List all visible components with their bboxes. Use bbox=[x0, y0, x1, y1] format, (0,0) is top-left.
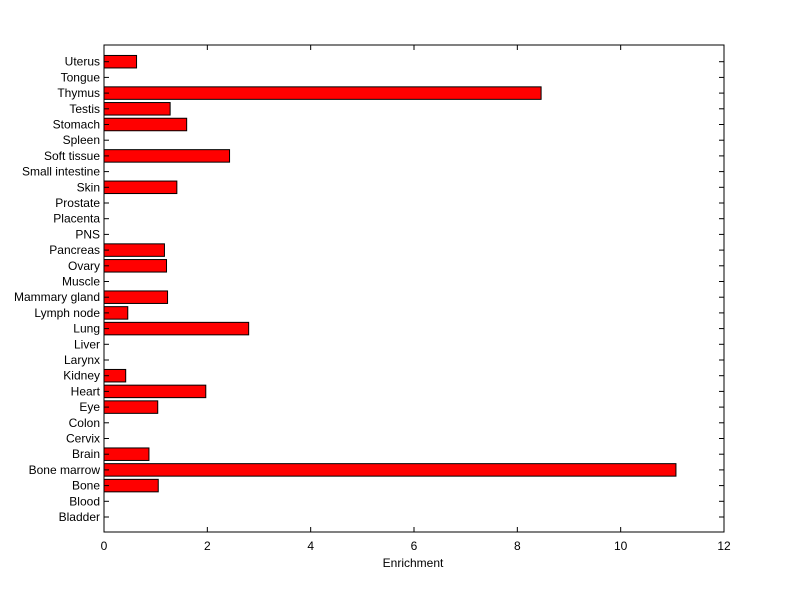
bar-mammary-gland bbox=[103, 290, 169, 304]
x-tick-label: 6 bbox=[411, 539, 418, 553]
y-tick-label: Tongue bbox=[61, 70, 101, 84]
y-tick-label: Spleen bbox=[63, 133, 100, 147]
y-tick-label: Lung bbox=[73, 322, 100, 336]
y-tick-label: Larynx bbox=[64, 353, 100, 367]
y-tick-label: Uterus bbox=[65, 55, 100, 69]
y-tick-label: Placenta bbox=[53, 212, 100, 226]
y-tick-label: Brain bbox=[72, 447, 100, 461]
y-tick-label: Soft tissue bbox=[44, 149, 100, 163]
x-tick-label: 8 bbox=[514, 539, 521, 553]
y-tick-label: Colon bbox=[69, 416, 100, 430]
x-tick-label: 2 bbox=[204, 539, 211, 553]
x-tick-label: 4 bbox=[307, 539, 314, 553]
bar-soft-tissue bbox=[103, 149, 231, 163]
x-tick-labels: 0 2 4 6 8 10 12 bbox=[101, 539, 731, 553]
bar-skin bbox=[103, 180, 178, 195]
ticks-layer bbox=[103, 45, 725, 532]
bar-brain bbox=[103, 447, 150, 461]
bar-ovary bbox=[103, 259, 168, 273]
bar-heart bbox=[103, 384, 207, 399]
y-tick-label: Small intestine bbox=[22, 165, 100, 179]
y-tick-label: Blood bbox=[69, 494, 100, 508]
y-tick-label: Stomach bbox=[53, 118, 100, 132]
bar-pancreas bbox=[103, 243, 165, 257]
x-tick-label: 0 bbox=[101, 539, 108, 553]
bar-thymus bbox=[103, 86, 542, 100]
bar-bone bbox=[103, 478, 159, 493]
y-tick-label: Prostate bbox=[55, 196, 100, 210]
x-axis-title: Enrichment bbox=[383, 556, 444, 570]
plot-area bbox=[103, 44, 725, 533]
bar-stomach bbox=[103, 117, 188, 132]
y-tick-label: Heart bbox=[71, 384, 101, 398]
y-tick-label: Skin bbox=[77, 180, 100, 194]
bar-testis bbox=[103, 102, 171, 116]
y-tick-label: Bone marrow bbox=[29, 463, 101, 477]
bar-lung bbox=[103, 321, 250, 336]
y-tick-label: Kidney bbox=[63, 369, 100, 383]
y-tick-label: Mammary gland bbox=[14, 290, 100, 304]
bar-bone-marrow bbox=[103, 463, 677, 477]
y-tick-label: Testis bbox=[69, 102, 100, 116]
y-tick-label: Muscle bbox=[62, 275, 100, 289]
y-tick-label: Pancreas bbox=[49, 243, 100, 257]
y-tick-label: PNS bbox=[75, 227, 100, 241]
y-tick-label: Cervix bbox=[66, 432, 100, 446]
y-tick-label: Ovary bbox=[68, 259, 100, 273]
x-tick-label: 10 bbox=[614, 539, 628, 553]
y-tick-label: Thymus bbox=[57, 86, 100, 100]
y-tick-label: Bone bbox=[72, 479, 100, 493]
y-tick-label: Liver bbox=[74, 337, 100, 351]
y-tick-label: Bladder bbox=[59, 510, 100, 524]
bar-eye bbox=[103, 400, 159, 414]
y-tick-label: Lymph node bbox=[34, 306, 100, 320]
x-tick-label: 12 bbox=[717, 539, 731, 553]
y-tick-label: Eye bbox=[79, 400, 100, 414]
